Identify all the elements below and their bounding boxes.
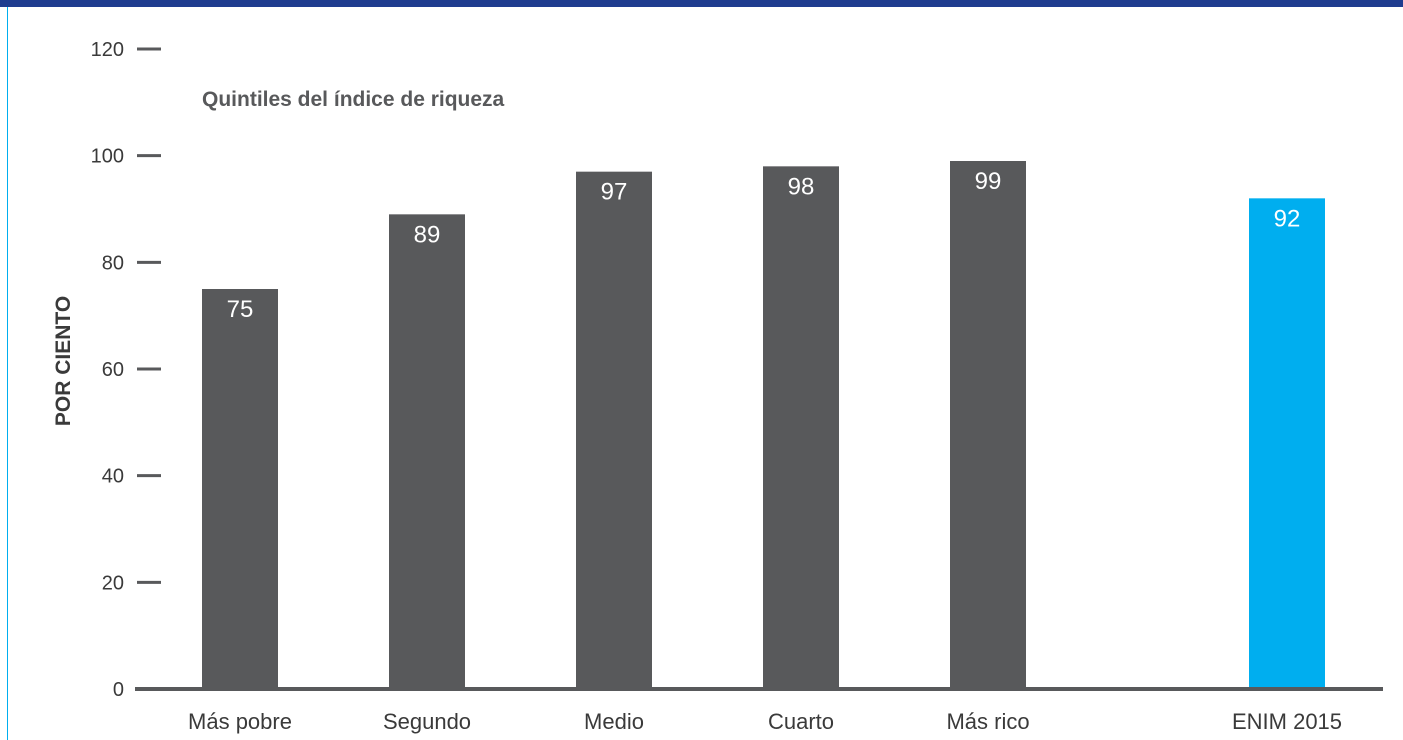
y-tick-label: 20 <box>102 572 124 594</box>
bar-0 <box>202 289 278 689</box>
bar-3 <box>763 166 839 690</box>
y-tick-label: 100 <box>91 146 124 168</box>
left-frame-rule <box>7 7 8 740</box>
category-label: Medio <box>584 709 644 734</box>
bar-value-label: 99 <box>975 168 1002 195</box>
bar-value-label: 98 <box>788 173 815 200</box>
bar-1 <box>389 214 465 690</box>
bar-5 <box>1249 198 1325 690</box>
y-axis-label: POR CIENTO <box>52 296 75 426</box>
y-tick-label: 120 <box>91 39 124 61</box>
category-label: Segundo <box>383 709 471 734</box>
y-tick-label: 80 <box>102 252 124 274</box>
bar-value-label: 92 <box>1274 205 1301 232</box>
category-label: Más rico <box>946 709 1029 734</box>
bar-2 <box>576 171 652 689</box>
bars: 75 89 97 98 99 92 <box>202 161 1325 690</box>
category-label: Más pobre <box>188 709 292 734</box>
y-tick-label: 0 <box>113 679 124 701</box>
bar-4 <box>950 161 1026 689</box>
bar-value-label: 89 <box>414 221 441 248</box>
category-label: ENIM 2015 <box>1232 709 1342 734</box>
chart-subtitle: Quintiles del índice de riqueza <box>202 88 505 111</box>
x-axis-labels: Más pobre Segundo Medio Cuarto Más rico ENIM … <box>188 709 1342 734</box>
category-label: Cuarto <box>768 709 834 734</box>
y-axis: 0 20 40 60 80 100 120 <box>91 39 161 701</box>
bar-value-label: 75 <box>227 296 254 323</box>
bar-value-label: 97 <box>601 179 628 206</box>
y-tick-label: 60 <box>102 359 124 381</box>
top-color-band <box>0 0 1403 7</box>
y-tick-label: 40 <box>102 466 124 488</box>
